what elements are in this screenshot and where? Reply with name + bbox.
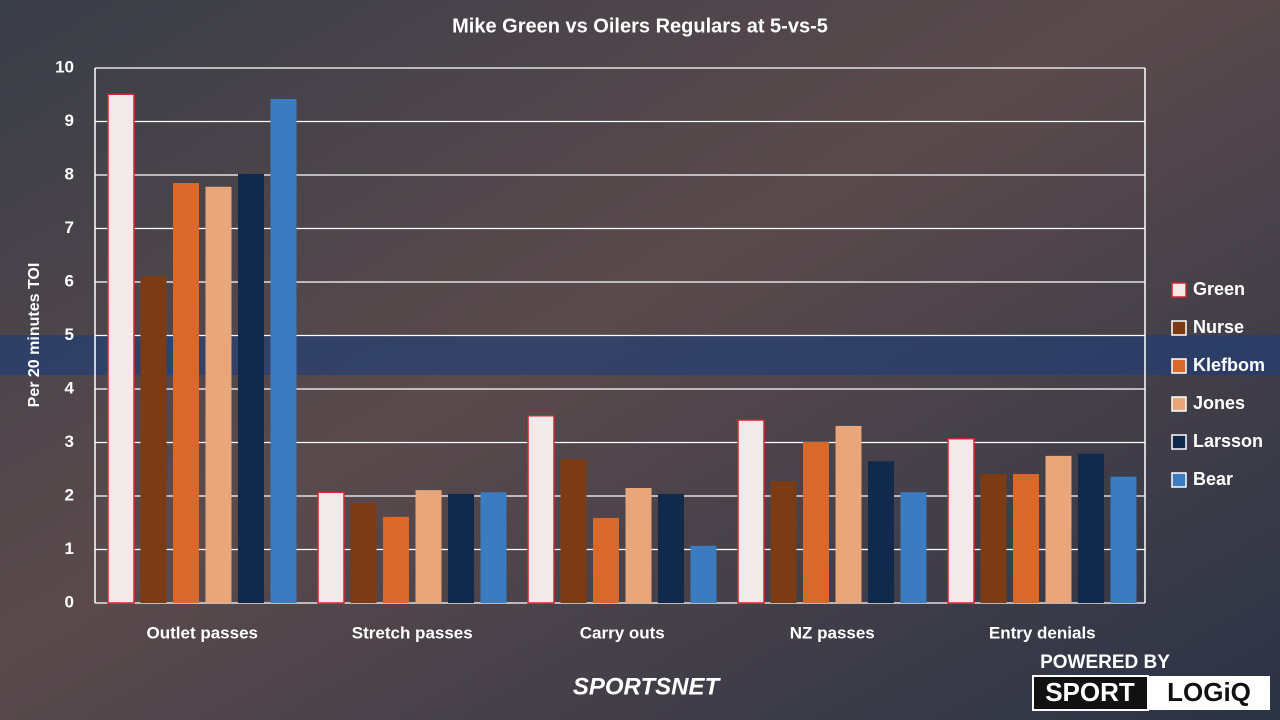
- legend-label: Bear: [1193, 469, 1233, 489]
- legend-label: Nurse: [1193, 317, 1244, 337]
- bar: [1078, 453, 1104, 603]
- y-tick-label: 10: [55, 57, 74, 76]
- bar: [527, 415, 555, 604]
- broadcaster-logo: SPORTSNET: [573, 673, 722, 700]
- bar: [625, 487, 652, 603]
- bar: [238, 173, 264, 603]
- y-tick-label: 5: [65, 325, 74, 344]
- bar: [835, 425, 862, 603]
- y-axis-label: Per 20 minutes TOI: [26, 263, 43, 408]
- bar: [173, 183, 199, 603]
- legend-swatch: [1171, 320, 1187, 336]
- logo-box: [1148, 676, 1270, 710]
- bar: [803, 441, 829, 603]
- x-tick-label: Stretch passes: [352, 623, 473, 642]
- bar: [383, 516, 409, 603]
- legend-label: Jones: [1193, 393, 1245, 413]
- bar: [658, 493, 684, 603]
- bar: [980, 474, 1007, 603]
- bar: [350, 502, 377, 603]
- legend-label: Larsson: [1193, 431, 1263, 451]
- y-tick-label: 1: [65, 539, 74, 558]
- bar: [415, 490, 442, 603]
- bar: [205, 186, 232, 603]
- y-tick-label: 9: [65, 111, 74, 130]
- legend-swatch: [1171, 282, 1187, 298]
- y-tick-label: 7: [65, 218, 74, 237]
- x-tick-label: Carry outs: [580, 623, 665, 642]
- bar: [593, 517, 619, 603]
- bar: [1013, 474, 1039, 603]
- bar: [317, 491, 345, 604]
- powered-by: POWERED BY: [1040, 652, 1170, 673]
- y-tick-label: 0: [65, 592, 74, 611]
- chart-title: Mike Green vs Oilers Regulars at 5-vs-5: [452, 15, 828, 37]
- y-tick-label: 8: [65, 164, 74, 183]
- bar: [868, 461, 894, 603]
- logo-sport: SPORT: [1045, 677, 1135, 707]
- bar: [947, 438, 975, 604]
- y-tick-label: 4: [65, 378, 75, 397]
- x-tick-label: Entry denials: [989, 623, 1096, 642]
- legend-swatch: [1171, 434, 1187, 450]
- legend-swatch: [1171, 358, 1187, 374]
- bar: [107, 93, 135, 604]
- legend-swatch: [1171, 396, 1187, 412]
- legend-label: Green: [1193, 279, 1245, 299]
- logo-box: [1032, 675, 1149, 711]
- x-tick-label: Outlet passes: [147, 623, 259, 642]
- bar: [480, 492, 507, 603]
- bar: [690, 545, 717, 603]
- logo-logiq: LOGiQ: [1167, 677, 1251, 707]
- bar: [1110, 476, 1137, 603]
- bar: [1045, 455, 1072, 603]
- y-tick-label: 6: [65, 271, 74, 290]
- legend-swatch: [1171, 472, 1187, 488]
- legend-label: Klefbom: [1193, 355, 1265, 375]
- y-tick-label: 2: [65, 485, 74, 504]
- x-tick-label: NZ passes: [790, 623, 875, 642]
- bar: [560, 459, 587, 603]
- bar: [900, 492, 927, 603]
- bar: [770, 481, 797, 603]
- bar: [737, 419, 765, 604]
- bar: [448, 493, 474, 603]
- y-tick-label: 3: [65, 432, 74, 451]
- bar: [270, 99, 297, 603]
- bar: [140, 276, 167, 603]
